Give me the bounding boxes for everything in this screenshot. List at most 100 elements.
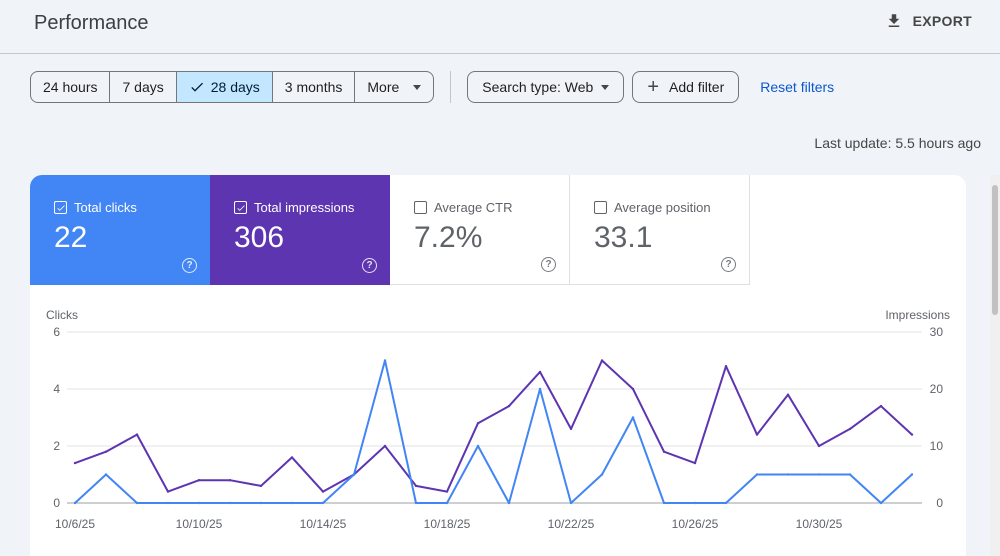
y-left-axis-title: Clicks [46,308,78,322]
data-point-impressions [848,427,852,431]
checkbox-checked-icon[interactable] [234,201,247,214]
date-range-selector: 24 hours 7 days 28 days 3 months More [30,71,435,103]
range-label: 7 days [122,79,164,95]
y-left-tick-label: 2 [53,439,60,453]
metric-average-ctr[interactable]: Average CTR 7.2% ? [390,175,570,285]
range-3-months-button[interactable]: 3 months [273,72,356,102]
data-point-impressions [445,490,449,493]
data-point-clicks [538,387,542,391]
reset-filters-link[interactable]: Reset filters [760,79,835,95]
x-tick-label: 10/26/25 [672,517,719,531]
data-point-impressions [538,370,542,374]
divider [450,71,452,103]
data-point-impressions [73,461,77,465]
add-filter-label: Add filter [669,79,725,95]
x-tick-label: 10/22/25 [548,517,595,531]
data-point-impressions [135,433,139,436]
scrollbar-thumb[interactable] [992,185,998,315]
metric-label: Total impressions [254,200,355,215]
add-filter-button[interactable]: + Add filter [632,71,740,103]
range-label: 28 days [210,79,260,95]
checkbox-unchecked-icon[interactable] [594,201,607,214]
last-update-text: Last update: 5.5 hours ago [814,135,981,151]
data-point-clicks [848,473,852,476]
search-type-dropdown[interactable]: Search type: Web [467,71,625,103]
data-point-impressions [507,404,511,408]
x-tick-label: 10/18/25 [424,517,471,531]
metric-tabs: Total clicks 22 ? Total impressions 306 … [30,175,750,285]
data-point-clicks [414,501,418,505]
metric-total-clicks[interactable]: Total clicks 22 ? [30,175,210,285]
y-right-tick-label: 20 [930,382,944,396]
x-tick-label: 10/10/25 [176,517,223,531]
data-point-clicks [600,473,604,476]
data-point-clicks [786,473,790,476]
data-point-clicks [228,501,232,505]
y-left-tick-label: 0 [53,496,60,510]
data-point-impressions [910,433,914,436]
data-point-clicks [321,501,325,505]
data-point-impressions [569,427,573,431]
performance-chart[interactable]: Clicks Impressions 0 2 4 6 0 10 20 30 10/6/25 10/10… [30,285,966,556]
y-right-tick-label: 30 [930,325,944,339]
metric-total-impressions[interactable]: Total impressions 306 ? [210,175,390,285]
metric-value: 22 [54,221,88,254]
chevron-down-icon [601,84,610,90]
data-point-impressions [104,450,108,453]
range-more-dropdown[interactable]: More [355,72,433,102]
data-point-clicks [135,501,139,505]
data-point-clicks [755,473,759,476]
data-point-clicks [879,501,883,505]
data-point-clicks [197,501,201,505]
data-point-impressions [476,422,480,425]
data-point-impressions [600,359,604,362]
data-point-clicks [104,473,108,476]
x-tick-label: 10/30/25 [796,517,843,531]
y-right-axis-title: Impressions [885,308,950,322]
metric-value: 306 [234,221,285,254]
data-point-impressions [166,490,170,493]
help-icon[interactable]: ? [182,258,197,273]
check-icon [191,82,203,92]
metric-value: 7.2% [414,221,483,254]
data-point-impressions [321,490,325,493]
data-point-clicks [73,501,77,505]
data-point-impressions [197,479,201,482]
y-right-tick-label: 0 [936,496,943,510]
data-point-clicks [259,501,263,505]
data-point-impressions [228,479,232,482]
data-point-clicks [166,501,170,505]
help-icon[interactable]: ? [541,257,556,272]
range-label: 24 hours [43,79,98,95]
performance-card: Total clicks 22 ? Total impressions 306 … [30,175,966,556]
data-point-clicks [693,501,697,505]
download-icon [888,14,899,27]
export-label: EXPORT [912,13,972,29]
scrollbar[interactable] [990,175,1000,556]
range-28-days-button[interactable]: 28 days [176,72,273,102]
data-point-clicks [476,444,480,448]
data-point-impressions [414,484,418,488]
data-point-impressions [383,444,387,448]
data-point-impressions [290,456,294,459]
metric-average-position[interactable]: Average position 33.1 ? [570,175,750,285]
checkbox-checked-icon[interactable] [54,201,67,214]
data-point-clicks [445,501,449,505]
data-point-impressions [879,404,883,408]
checkbox-unchecked-icon[interactable] [414,201,427,214]
help-icon[interactable]: ? [362,258,377,273]
series-line-clicks [74,359,913,504]
data-point-impressions [693,461,697,465]
range-24-hours-button[interactable]: 24 hours [31,72,111,102]
chevron-down-icon [413,84,422,90]
range-label: 3 months [284,79,343,95]
range-7-days-button[interactable]: 7 days [110,72,177,102]
data-point-clicks [352,473,356,476]
filter-bar: 24 hours 7 days 28 days 3 months More Se… [30,71,834,103]
help-icon[interactable]: ? [721,257,736,272]
range-label: More [367,79,400,95]
y-left-tick-label: 6 [53,325,60,339]
metric-label: Average CTR [434,200,513,215]
export-button[interactable]: EXPORT [885,12,972,30]
data-point-impressions [817,444,821,448]
